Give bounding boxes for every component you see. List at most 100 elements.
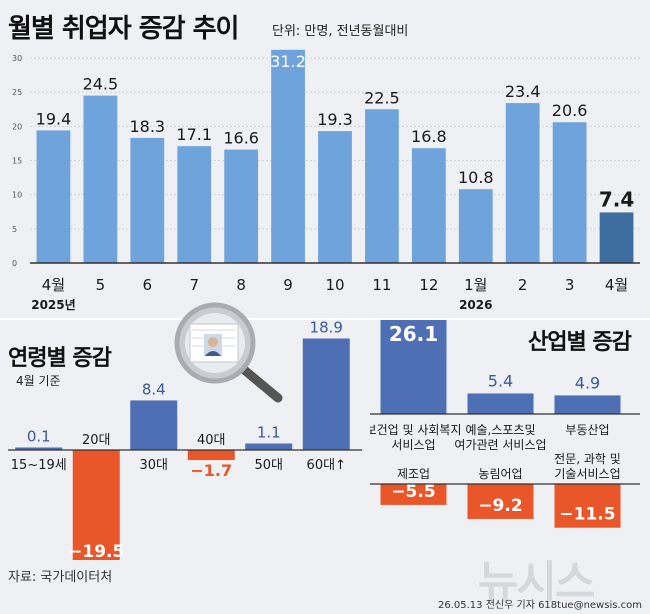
industry-category-label: 농림어업 (478, 467, 522, 481)
month-value-label: 7.4 (599, 187, 634, 211)
industry-category-label: 부동산업 (565, 423, 609, 437)
industry-category-label: 여가관련 서비스업 (454, 438, 546, 452)
month-category-label: 12 (419, 276, 438, 294)
month-value-label: 16.8 (411, 127, 447, 146)
month-category-label: 7 (189, 276, 199, 294)
age-category-label: 20대 (82, 433, 111, 448)
age-bar (245, 443, 293, 450)
industry-value-label: 26.1 (389, 322, 438, 346)
age-category-label: 50대 (254, 458, 283, 473)
industry-chart-title: 산업별 증감 (528, 330, 632, 355)
industry-value-label: 4.9 (575, 373, 600, 392)
year-label: 2025년 (31, 298, 75, 312)
age-bar (130, 400, 178, 450)
month-category-label: 2 (518, 276, 528, 294)
industry-bar (554, 484, 621, 528)
unit-label: 단위: 만명, 전년동월대비 (272, 24, 409, 39)
industry-bar (554, 395, 621, 414)
page-title: 월별 취업자 증감 추이 (8, 14, 239, 44)
newsis-watermark: 뉴시스 (478, 557, 595, 608)
industry-value-label: −9.2 (478, 496, 522, 516)
month-bar (271, 49, 305, 263)
month-value-label: 31.2 (270, 52, 306, 71)
month-category-label: 5 (96, 276, 106, 294)
month-category-label: 4월 (605, 276, 628, 294)
month-category-label: 6 (143, 276, 153, 294)
y-tick-label: 5 (12, 225, 17, 234)
industry-category-label: 전문, 과학 및 (554, 452, 621, 466)
month-bar (130, 137, 165, 263)
month-category-label: 11 (372, 276, 391, 294)
age-category-label: 30대 (139, 458, 168, 473)
source-label: 자료: 국가데이터처 (8, 570, 113, 585)
age-bar (72, 450, 120, 560)
month-category-label: 3 (565, 276, 575, 294)
month-bar (411, 148, 446, 263)
month-category-label: 4월 (42, 276, 65, 294)
month-bar (365, 109, 399, 263)
month-bar (505, 103, 540, 263)
industry-category-label: 서비스업 (391, 438, 435, 452)
industry-value-label: −5.5 (391, 482, 435, 502)
month-bar (458, 189, 493, 263)
industry-value-label: 5.4 (488, 371, 513, 390)
age-value-label: 1.1 (257, 424, 281, 442)
age-category-label: 40대 (197, 433, 226, 448)
month-bar (83, 95, 118, 263)
age-bar (187, 450, 235, 461)
month-category-label: 1월 (464, 276, 487, 294)
age-category-label: 60대↑ (307, 458, 346, 473)
month-bar (318, 131, 352, 263)
age-bar (302, 338, 350, 450)
industry-bar (380, 484, 447, 505)
industry-bar (380, 320, 447, 414)
magnifier-illustration (174, 302, 283, 403)
y-tick-label: 15 (12, 157, 22, 166)
industry-category-label: 예술,스포츠및 (465, 423, 535, 437)
y-tick-label: 20 (12, 122, 22, 131)
y-tick-label: 10 (12, 191, 22, 200)
age-chart-title: 연령별 증감 (8, 346, 112, 371)
age-chart-subtitle: 4월 기준 (16, 374, 61, 388)
magnifier-icon (174, 302, 283, 403)
credit-line: 26.05.13 전신우 기자 618tue@newsis.com (438, 600, 642, 611)
age-category-label: 15~19세 (11, 458, 67, 473)
industry-bar (467, 484, 534, 519)
month-category-label: 9 (283, 276, 293, 294)
age-chart: 0.1 15~19세 −19.5 20대 8.4 30대 −1.7 40대 1.1 50대 18.9… (8, 320, 362, 560)
section-divider (0, 318, 650, 320)
month-value-label: 16.6 (223, 129, 259, 148)
month-category-label: 8 (236, 276, 246, 294)
month-value-label: 24.5 (83, 75, 119, 94)
month-value-label: 17.1 (176, 125, 212, 144)
month-bar (177, 146, 212, 263)
year-label: 2026 (459, 298, 492, 312)
month-value-label: 19.4 (36, 109, 72, 128)
industry-category-label: 기술서비스업 (554, 467, 620, 481)
y-tick-label: 25 (12, 88, 22, 97)
y-tick-label: 0 (12, 259, 17, 268)
month-value-label: 18.3 (129, 117, 165, 136)
age-value-label: −19.5 (68, 542, 124, 560)
month-bar (552, 122, 587, 263)
month-value-label: 10.8 (458, 168, 494, 187)
age-value-label: 0.1 (27, 428, 51, 446)
industry-bar (467, 393, 534, 414)
industry-value-label: −11.5 (559, 505, 615, 525)
month-bar (224, 149, 259, 263)
monthly-employment-chart: 05101520253019.44월24.5518.3617.1716.6831… (12, 49, 640, 312)
industry-category-label: 제조업 (397, 467, 430, 481)
age-bar (15, 447, 63, 450)
month-value-label: 19.3 (317, 110, 353, 129)
month-bar (36, 130, 71, 263)
month-category-label: 10 (325, 276, 344, 294)
age-value-label: −1.7 (190, 461, 232, 480)
month-value-label: 22.5 (364, 88, 400, 107)
age-value-label: 18.9 (310, 320, 343, 336)
y-tick-label: 30 (12, 54, 22, 63)
month-value-label: 23.4 (505, 82, 541, 101)
industry-category-label: 보건업 및 사회복지 (370, 423, 461, 437)
month-value-label: 20.6 (552, 101, 588, 120)
month-bar (599, 212, 634, 263)
